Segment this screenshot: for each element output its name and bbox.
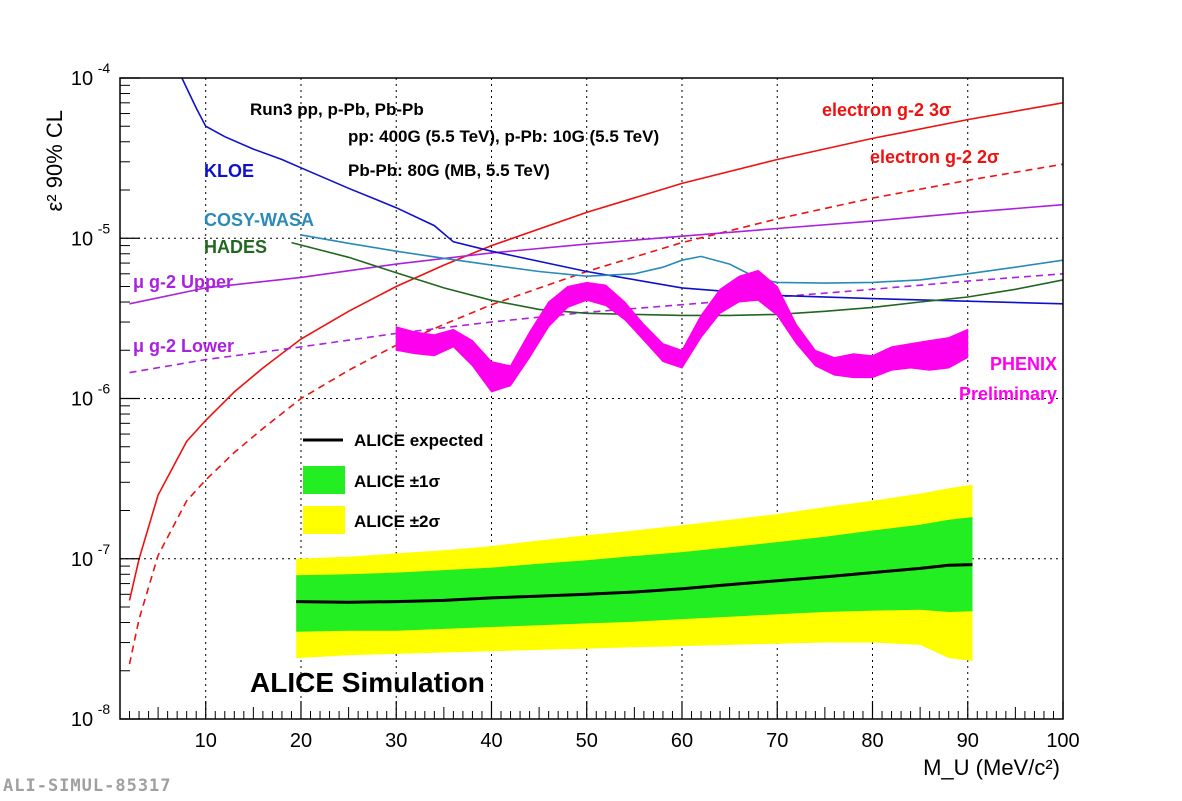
x-tick-label: 80 <box>861 730 883 752</box>
y-tick-label: 10 <box>71 549 93 571</box>
phenix-label: PHENIX <box>990 354 1057 374</box>
data-layer <box>128 78 1063 665</box>
alice-1sigma-band <box>296 517 973 632</box>
hades-label: HADES <box>204 237 267 257</box>
-g-2-upper-curve <box>129 203 1063 305</box>
electron-2sigma-label: electron g-2 2σ <box>870 147 999 167</box>
x-tick-label: 40 <box>480 730 502 752</box>
phenix-band <box>395 269 969 393</box>
figure-id: ALI-SIMUL-85317 <box>3 776 172 796</box>
x-tick-label: 20 <box>290 730 312 752</box>
hades-curve <box>291 241 1063 317</box>
mu-lower-label: μ g-2 Lower <box>133 336 234 356</box>
y-tick-label: 10 <box>71 389 93 411</box>
legend-2sigma-swatch <box>303 506 345 534</box>
x-tick-label: 90 <box>957 730 979 752</box>
axis-ticks <box>120 77 1064 720</box>
legend: ALICE expected ALICE ±1σ ALICE ±2σ <box>303 431 483 534</box>
legend-2sigma-label: ALICE ±2σ <box>354 512 441 531</box>
run-header: Run3 pp, p-Pb, Pb-Pb <box>250 100 424 119</box>
y-tick-exponent: -5 <box>98 220 111 236</box>
-g-2-lower-curve <box>129 273 1063 374</box>
x-tick-label: 50 <box>576 730 598 752</box>
y-axis-title: ε² 90% CL <box>42 110 67 212</box>
alice-simulation-label: ALICE Simulation <box>250 667 485 698</box>
x-tick-label: 10 <box>195 730 217 752</box>
x-axis-title: M_U (MeV/c²) <box>923 755 1060 780</box>
x-tick-label: 60 <box>671 730 693 752</box>
y-tick-exponent: -7 <box>98 541 111 557</box>
legend-expected-label: ALICE expected <box>354 431 483 450</box>
phenix-preliminary-label: Preliminary <box>959 384 1057 404</box>
y-tick-label: 10 <box>71 228 93 250</box>
y-tick-label: 10 <box>71 709 93 731</box>
y-tick-exponent: -4 <box>98 60 111 76</box>
x-tick-label: 30 <box>385 730 407 752</box>
electron-3sigma-label: electron g-2 3σ <box>822 100 951 120</box>
electron-g-2-2--curve <box>128 163 1063 665</box>
luminosity-pbpb: Pb-Pb: 80G (MB, 5.5 TeV) <box>348 161 550 180</box>
luminosity-pp-ppb: pp: 400G (5.5 TeV), p-Pb: 10G (5.5 TeV) <box>348 127 659 146</box>
x-tick-label: 70 <box>766 730 788 752</box>
y-tick-label: 10 <box>71 68 93 90</box>
legend-1sigma-label: ALICE ±1σ <box>354 472 441 491</box>
alice-expected-line <box>296 563 973 604</box>
mu-upper-label: μ g-2 Upper <box>133 272 233 292</box>
cosy-wasa-curve <box>300 234 1063 284</box>
kloe-curve <box>181 78 1063 305</box>
x-tick-label: 100 <box>1046 730 1079 752</box>
y-tick-exponent: -8 <box>98 701 111 717</box>
cosy-wasa-label: COSY-WASA <box>204 210 314 230</box>
electron-g-2-3--curve <box>128 102 1063 601</box>
legend-1sigma-swatch <box>303 466 345 494</box>
kloe-label: KLOE <box>204 161 254 181</box>
y-tick-exponent: -6 <box>98 381 111 397</box>
